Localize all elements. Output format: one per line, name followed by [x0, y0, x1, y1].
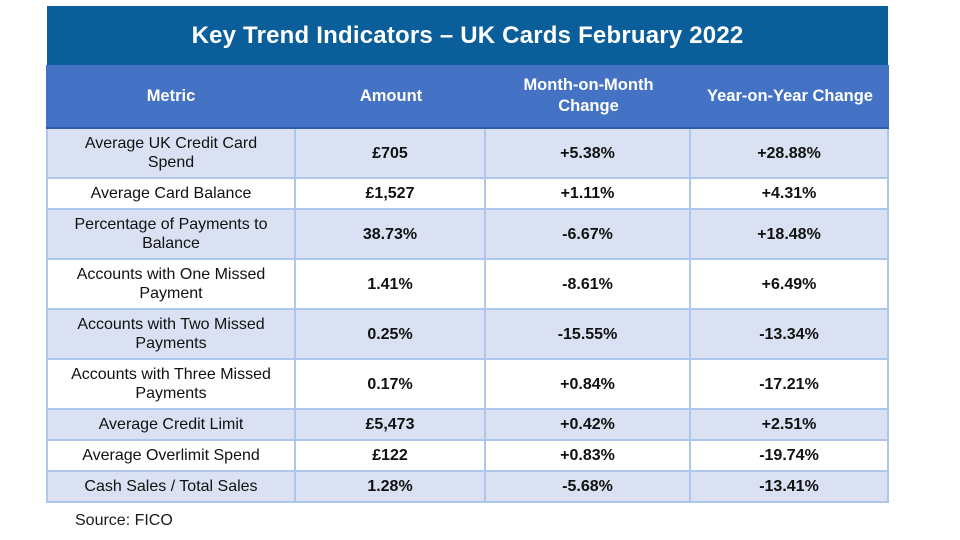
- table-row: Average Credit Limit £5,473 +0.42% +2.51%: [46, 410, 889, 441]
- metric-label: Accounts with One Missed Payment: [76, 266, 266, 302]
- yoy-change-cell: +4.31%: [691, 179, 889, 210]
- metric-value: £5,473: [365, 416, 415, 433]
- table-row: Accounts with One Missed Payment 1.41% -8.…: [46, 260, 889, 310]
- metric-value: 1.41%: [367, 275, 413, 293]
- yoy-change-cell: -13.34%: [691, 310, 889, 360]
- metric-label: Average Overlimit Spend: [82, 447, 260, 464]
- table-body: Average UK Credit Card Spend £705 +5.38% +2…: [46, 129, 889, 503]
- metric-value: 1.28%: [367, 478, 413, 495]
- amount-cell: £122: [296, 441, 486, 472]
- metric-cell: Accounts with Three Missed Payments: [46, 360, 296, 410]
- metric-cell: Average Overlimit Spend: [46, 441, 296, 472]
- mom-change-cell: -15.55%: [486, 310, 691, 360]
- table-row: Percentage of Payments to Balance 38.73% -…: [46, 210, 889, 260]
- metric-value: +6.49%: [761, 275, 817, 293]
- table-row: Average Overlimit Spend £122 +0.83% -19.74%: [46, 441, 889, 472]
- metric-cell: Cash Sales / Total Sales: [46, 472, 296, 503]
- metric-value: -17.21%: [759, 375, 819, 393]
- table-row: Average Card Balance £1,527 +1.11% +4.31%: [46, 179, 889, 210]
- metric-value: -19.74%: [759, 447, 819, 464]
- table-row: Cash Sales / Total Sales 1.28% -5.68% -13.4…: [46, 472, 889, 503]
- metric-value: +4.31%: [761, 185, 817, 202]
- amount-cell: £705: [296, 129, 486, 179]
- metric-value: +5.38%: [560, 144, 615, 162]
- metric-cell: Average Credit Limit: [46, 410, 296, 441]
- amount-cell: £5,473: [296, 410, 486, 441]
- metric-value: -8.61%: [562, 275, 613, 293]
- metric-value: +2.51%: [761, 416, 817, 433]
- mom-change-cell: -5.68%: [486, 472, 691, 503]
- metric-label: Accounts with Two Missed Payments: [77, 316, 265, 352]
- amount-cell: 1.28%: [296, 472, 486, 503]
- metric-value: £1,527: [365, 185, 415, 202]
- amount-cell: 0.17%: [296, 360, 486, 410]
- column-header-metric: Metric: [46, 65, 296, 129]
- mom-change-cell: -8.61%: [486, 260, 691, 310]
- key-trend-table: Metric Amount Month-on-Month Change Year…: [46, 65, 889, 503]
- mom-change-cell: +0.83%: [486, 441, 691, 472]
- metric-label: Average Credit Limit: [98, 416, 244, 433]
- amount-cell: 0.25%: [296, 310, 486, 360]
- metric-cell: Percentage of Payments to Balance: [46, 210, 296, 260]
- metric-cell: Accounts with Two Missed Payments: [46, 310, 296, 360]
- mom-change-cell: +0.84%: [486, 360, 691, 410]
- table-row: Average UK Credit Card Spend £705 +5.38% +2…: [46, 129, 889, 179]
- column-header-amount: Amount: [296, 65, 486, 129]
- table-row: Accounts with Three Missed Payments 0.17%…: [46, 360, 889, 410]
- metric-cell: Average UK Credit Card Spend: [46, 129, 296, 179]
- table-header: Metric Amount Month-on-Month Change Year…: [46, 65, 889, 129]
- table-row: Accounts with Two Missed Payments 0.25% -1…: [46, 310, 889, 360]
- metric-cell: Accounts with One Missed Payment: [46, 260, 296, 310]
- key-trend-table-wrap: Metric Amount Month-on-Month Change Year…: [46, 65, 889, 503]
- column-header-yoy-change: Year-on-Year Change: [691, 65, 889, 129]
- metric-value: +0.84%: [560, 375, 615, 393]
- amount-cell: 1.41%: [296, 260, 486, 310]
- metric-label: Accounts with Three Missed Payments: [71, 366, 271, 402]
- mom-change-cell: +5.38%: [486, 129, 691, 179]
- metric-value: -13.41%: [759, 478, 819, 495]
- metric-value: +1.11%: [560, 185, 615, 202]
- metric-value: -5.68%: [562, 478, 613, 495]
- page-title: Key Trend Indicators – UK Cards February…: [191, 21, 744, 49]
- yoy-change-cell: +6.49%: [691, 260, 889, 310]
- yoy-change-cell: -19.74%: [691, 441, 889, 472]
- yoy-change-cell: +28.88%: [691, 129, 889, 179]
- amount-cell: 38.73%: [296, 210, 486, 260]
- metric-value: 38.73%: [362, 225, 418, 243]
- title-bar: Key Trend Indicators – UK Cards February…: [47, 6, 888, 65]
- metric-value: -15.55%: [557, 325, 618, 343]
- metric-value: +28.88%: [757, 144, 821, 162]
- mom-change-cell: +1.11%: [486, 179, 691, 210]
- column-header-mom-change: Month-on-Month Change: [486, 65, 691, 129]
- mom-change-cell: -6.67%: [486, 210, 691, 260]
- mom-change-cell: +0.42%: [486, 410, 691, 441]
- metric-label: Average Card Balance: [90, 185, 252, 202]
- source-note: Source: FICO: [75, 512, 173, 529]
- metric-value: +18.48%: [757, 225, 821, 243]
- metric-value: -13.34%: [759, 325, 819, 343]
- metric-value: +0.83%: [560, 447, 615, 464]
- metric-value: £122: [372, 447, 408, 464]
- metric-label: Cash Sales / Total Sales: [84, 478, 258, 495]
- metric-value: 0.17%: [367, 375, 413, 393]
- yoy-change-cell: -13.41%: [691, 472, 889, 503]
- metric-value: £705: [372, 144, 408, 162]
- metric-label: Average UK Credit Card Spend: [84, 135, 258, 171]
- yoy-change-cell: +18.48%: [691, 210, 889, 260]
- metric-value: 0.25%: [367, 325, 413, 343]
- yoy-change-cell: +2.51%: [691, 410, 889, 441]
- header-row: Metric Amount Month-on-Month Change Year…: [46, 65, 889, 129]
- amount-cell: £1,527: [296, 179, 486, 210]
- metric-value: +0.42%: [560, 416, 615, 433]
- yoy-change-cell: -17.21%: [691, 360, 889, 410]
- metric-value: -6.67%: [562, 225, 613, 243]
- metric-cell: Average Card Balance: [46, 179, 296, 210]
- metric-label: Percentage of Payments to Balance: [74, 216, 268, 252]
